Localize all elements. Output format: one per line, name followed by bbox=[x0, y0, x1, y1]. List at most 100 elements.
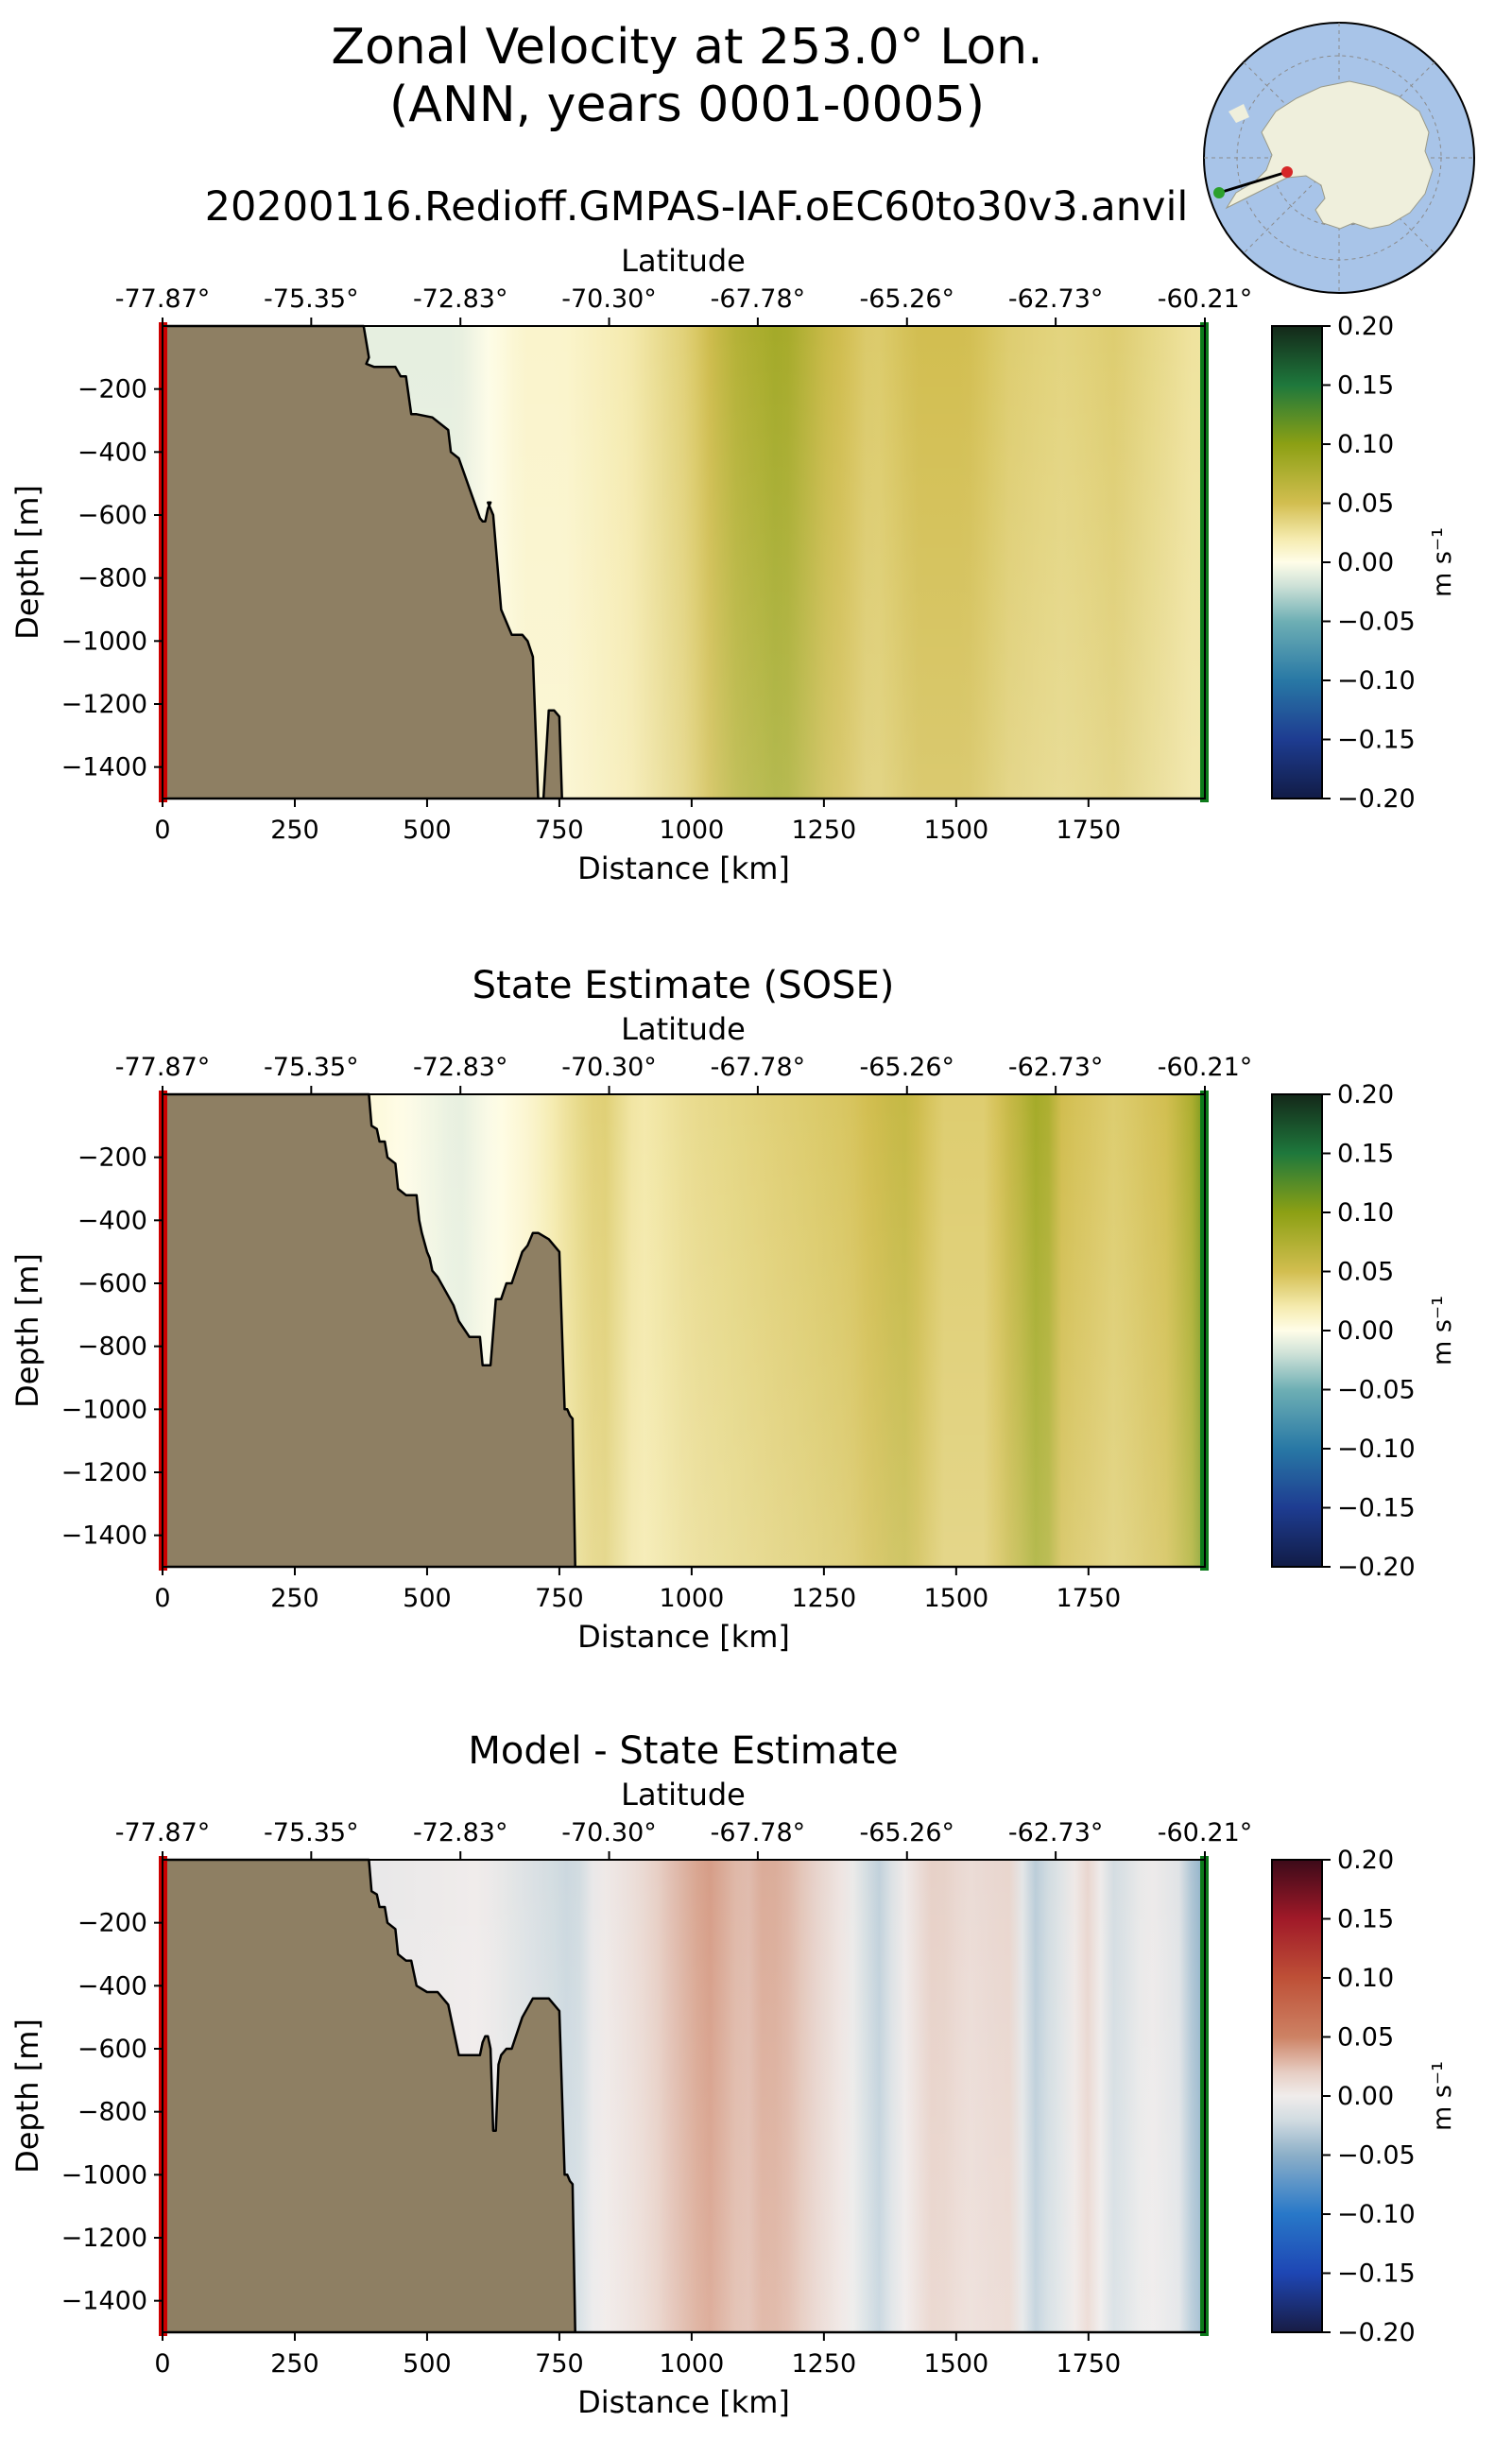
latitude-tick-label: -70.30° bbox=[561, 1053, 657, 1082]
plot-frame bbox=[162, 1093, 1206, 1568]
latitude-tick-label: -72.83° bbox=[413, 1053, 508, 1082]
x-tick-label: 1750 bbox=[1056, 1584, 1121, 1613]
latitude-tick-label: -60.21° bbox=[1158, 284, 1253, 314]
latitude-tick-label: -67.78° bbox=[711, 1053, 806, 1082]
x-tick-label: 750 bbox=[535, 1584, 584, 1613]
x-tick-label: 1250 bbox=[792, 2349, 857, 2379]
latitude-axis-label: Latitude bbox=[621, 243, 746, 279]
latitude-tick-label: -65.26° bbox=[860, 1053, 955, 1082]
y-axis-label: Depth [m] bbox=[9, 485, 45, 640]
y-tick-label: −800 bbox=[77, 2098, 147, 2127]
inset-transect-line bbox=[1218, 170, 1288, 195]
y-tick-label: −1000 bbox=[61, 2160, 147, 2190]
colorbar bbox=[1271, 1859, 1323, 2333]
colorbar-tick-label: 0.20 bbox=[1337, 1080, 1394, 1109]
colorbar-tick-label: 0.20 bbox=[1337, 1846, 1394, 1875]
panel-2: State Estimate (SOSE) 0 250 500 750 1000 1250 1… bbox=[9, 964, 1457, 1655]
latitude-tick-label: -62.73° bbox=[1008, 1053, 1104, 1082]
colorbar-tick-label: −0.10 bbox=[1337, 2200, 1416, 2229]
figure-title-line1: Zonal Velocity at 253.0° Lon. bbox=[331, 19, 1042, 76]
colorbar-tick-label: −0.10 bbox=[1337, 666, 1416, 696]
y-tick-label: −200 bbox=[77, 1909, 147, 1938]
colorbar-tick-label: 0.15 bbox=[1337, 1140, 1394, 1169]
colorbar-tick-label: −0.10 bbox=[1337, 1435, 1416, 1464]
latitude-tick-label: -60.21° bbox=[1158, 1053, 1253, 1082]
y-tick-label: −800 bbox=[77, 1332, 147, 1362]
y-tick-label: −200 bbox=[77, 375, 147, 404]
latitude-tick-label: -60.21° bbox=[1158, 1818, 1253, 1847]
latitude-tick-label: -70.30° bbox=[561, 1818, 657, 1847]
latitude-tick-label: -62.73° bbox=[1008, 1818, 1104, 1847]
colorbar-tick-label: −0.20 bbox=[1337, 784, 1416, 814]
bathymetry-land bbox=[161, 1092, 1207, 1569]
colorbar-tick-label: 0.00 bbox=[1337, 548, 1394, 577]
x-tick-label: 250 bbox=[270, 2349, 319, 2379]
x-tick-label: 0 bbox=[154, 816, 170, 845]
inset-antarctica bbox=[1225, 80, 1434, 230]
colorbar-tick-label: −0.15 bbox=[1337, 726, 1416, 755]
panel-3: Model - State Estimate 0 250 500 750 1000 1250… bbox=[9, 1729, 1457, 2420]
latitude-tick-label: -77.87° bbox=[115, 1053, 211, 1082]
latitude-tick-label: -70.30° bbox=[561, 284, 657, 314]
colorbar-tick-label: 0.10 bbox=[1337, 1964, 1394, 1993]
colorbar-tick-label: −0.15 bbox=[1337, 2259, 1416, 2289]
colorbar-tick-label: 0.15 bbox=[1337, 1905, 1394, 1934]
y-tick-label: −1400 bbox=[61, 2287, 147, 2316]
y-tick-label: −1000 bbox=[61, 1395, 147, 1424]
colorbar-tick-label: −0.05 bbox=[1337, 608, 1416, 637]
colorbar-tick-label: 0.20 bbox=[1337, 312, 1394, 341]
latitude-tick-label: -77.87° bbox=[115, 1818, 211, 1847]
y-tick-label: −600 bbox=[77, 501, 147, 530]
bathymetry-land bbox=[161, 1858, 1207, 2334]
x-tick-label: 250 bbox=[270, 816, 319, 845]
latitude-tick-label: -67.78° bbox=[711, 284, 806, 314]
inset-map bbox=[1203, 22, 1475, 294]
x-tick-label: 750 bbox=[535, 2349, 584, 2379]
y-tick-label: −1200 bbox=[61, 1458, 147, 1487]
x-tick-label: 1500 bbox=[923, 816, 988, 845]
y-tick-label: −1000 bbox=[61, 627, 147, 656]
y-tick-label: −200 bbox=[77, 1143, 147, 1173]
colorbar-tick-label: 0.10 bbox=[1337, 1198, 1394, 1228]
colorbar-label: m s⁻¹ bbox=[1428, 2061, 1457, 2131]
y-tick-label: −1200 bbox=[61, 690, 147, 719]
colorbar-tick-label: 0.10 bbox=[1337, 430, 1394, 459]
panels: 0 250 500 750 1000 1250 1500 1750 Distance [km] −… bbox=[9, 243, 1457, 2420]
plot-frame bbox=[162, 1859, 1206, 2333]
inset-ice-shelf bbox=[1228, 104, 1249, 123]
panel-title: State Estimate (SOSE) bbox=[472, 964, 895, 1007]
inset-transect-end bbox=[1213, 187, 1225, 198]
plot-frame bbox=[162, 325, 1206, 799]
bathymetry-land bbox=[161, 324, 1207, 800]
x-tick-label: 1000 bbox=[660, 1584, 725, 1613]
latitude-tick-label: -65.26° bbox=[860, 284, 955, 314]
colorbar-tick-label: −0.15 bbox=[1337, 1494, 1416, 1523]
x-tick-label: 1500 bbox=[923, 1584, 988, 1613]
x-axis-label: Distance [km] bbox=[577, 1619, 790, 1655]
x-axis-label: Distance [km] bbox=[577, 850, 790, 886]
x-tick-label: 1250 bbox=[792, 816, 857, 845]
x-tick-label: 0 bbox=[154, 1584, 170, 1613]
latitude-tick-label: -67.78° bbox=[711, 1818, 806, 1847]
latitude-tick-label: -75.35° bbox=[264, 284, 359, 314]
x-tick-label: 500 bbox=[403, 816, 452, 845]
colorbar-tick-label: −0.05 bbox=[1337, 2141, 1416, 2171]
run-name-title: 20200116.Redioff.GMPAS-IAF.oEC60to30v3.a… bbox=[205, 183, 1189, 231]
colorbar-tick-label: −0.20 bbox=[1337, 1553, 1416, 1582]
x-tick-label: 1750 bbox=[1056, 2349, 1121, 2379]
colorbar bbox=[1271, 325, 1323, 799]
colorbar-tick-label: 0.15 bbox=[1337, 371, 1394, 401]
colorbar-tick-label: −0.05 bbox=[1337, 1376, 1416, 1405]
latitude-tick-label: -72.83° bbox=[413, 284, 508, 314]
colorbar-label: m s⁻¹ bbox=[1428, 527, 1457, 597]
x-tick-label: 500 bbox=[403, 2349, 452, 2379]
latitude-tick-label: -75.35° bbox=[264, 1818, 359, 1847]
latitude-tick-label: -62.73° bbox=[1008, 284, 1104, 314]
x-tick-label: 1500 bbox=[923, 2349, 988, 2379]
colorbar-tick-label: 0.00 bbox=[1337, 1316, 1394, 1346]
x-tick-label: 1000 bbox=[660, 816, 725, 845]
x-tick-label: 1250 bbox=[792, 1584, 857, 1613]
colorbar-tick-label: 0.05 bbox=[1337, 2023, 1394, 2053]
inset-transect-start bbox=[1281, 166, 1293, 178]
